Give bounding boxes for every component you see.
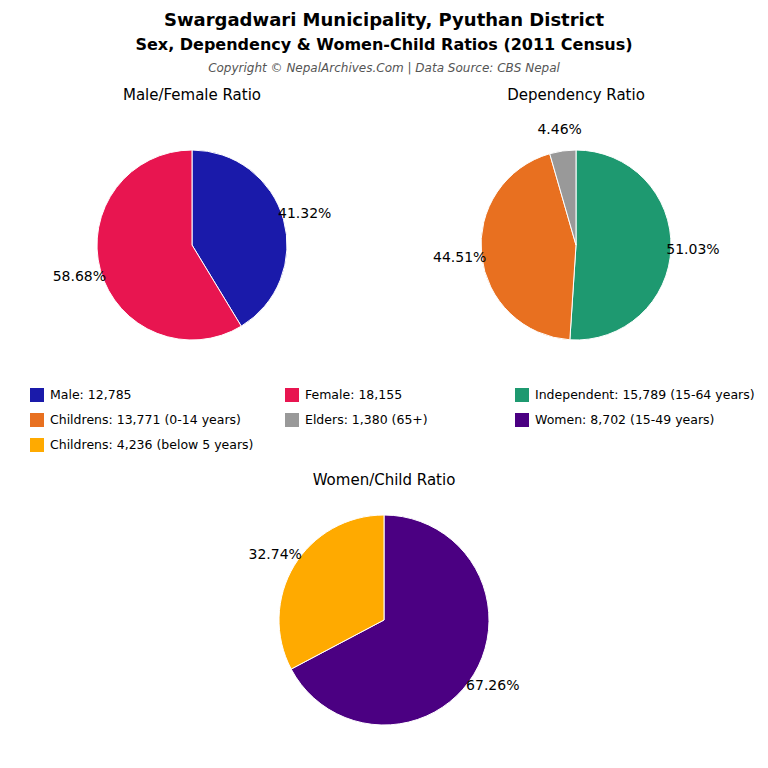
- data-label: 44.51%: [433, 249, 486, 265]
- data-label: 67.26%: [466, 677, 519, 693]
- data-label: 58.68%: [53, 268, 106, 284]
- legend-swatch: [285, 413, 299, 427]
- data-label: 51.03%: [666, 241, 719, 257]
- slice: [97, 150, 241, 340]
- legend-label: Women: 8,702 (15-49 years): [535, 412, 714, 427]
- title: Swargadwari Municipality, Pyuthan Distri…: [164, 9, 604, 30]
- legend-item: Childrens: 13,771 (0-14 years): [30, 412, 241, 427]
- pie-chart: 41.32% 58.68%: [53, 150, 332, 340]
- legend-label: Childrens: 13,771 (0-14 years): [50, 412, 241, 427]
- legend-item: Independent: 15,789 (15-64 years): [515, 387, 755, 402]
- subtitle: Sex, Dependency & Women-Child Ratios (20…: [135, 35, 632, 54]
- legend-swatch: [515, 388, 529, 402]
- legend-item: Male: 12,785: [30, 387, 132, 402]
- legend-item: Women: 8,702 (15-49 years): [515, 412, 714, 427]
- slices: [481, 150, 671, 340]
- chart-title: Male/Female Ratio: [123, 86, 261, 104]
- legend: Male: 12,785 Female: 18,155 Independent: 1…: [30, 387, 755, 452]
- legend-label: Female: 18,155: [305, 387, 402, 402]
- data-labels: 41.32% 58.68%: [53, 205, 332, 284]
- data-labels: 51.03% 44.51% 4.46%: [433, 121, 720, 265]
- legend-label: Male: 12,785: [50, 387, 132, 402]
- legend-label: Elders: 1,380 (65+): [305, 412, 428, 427]
- slice: [570, 150, 671, 340]
- chart-title: Dependency Ratio: [507, 86, 645, 104]
- legend-label: Childrens: 4,236 (below 5 years): [50, 437, 254, 452]
- legend-item: Female: 18,155: [285, 387, 402, 402]
- data-labels: 67.26% 32.74%: [249, 546, 520, 693]
- slice: [550, 150, 576, 245]
- data-label: 4.46%: [537, 121, 581, 137]
- legend-item: Childrens: 4,236 (below 5 years): [30, 437, 254, 452]
- legend-swatch: [30, 413, 44, 427]
- legend-label: Independent: 15,789 (15-64 years): [535, 387, 755, 402]
- legend-swatch: [30, 438, 44, 452]
- slice: [279, 515, 384, 669]
- chart: Swargadwari Municipality, Pyuthan Distri…: [0, 0, 768, 768]
- legend-swatch: [30, 388, 44, 402]
- slices: [97, 150, 287, 340]
- data-label: 41.32%: [278, 205, 331, 221]
- legend-item: Elders: 1,380 (65+): [285, 412, 428, 427]
- legend-swatch: [285, 388, 299, 402]
- data-label: 32.74%: [249, 546, 302, 562]
- annotation: Copyright © NepalArchives.Com | Data Sou…: [208, 61, 560, 75]
- pie-chart: 51.03% 44.51% 4.46%: [433, 121, 720, 340]
- legend-swatch: [515, 413, 529, 427]
- chart-title: Women/Child Ratio: [313, 471, 456, 489]
- pie-chart: 67.26% 32.74%: [249, 515, 520, 725]
- slices: [279, 515, 489, 725]
